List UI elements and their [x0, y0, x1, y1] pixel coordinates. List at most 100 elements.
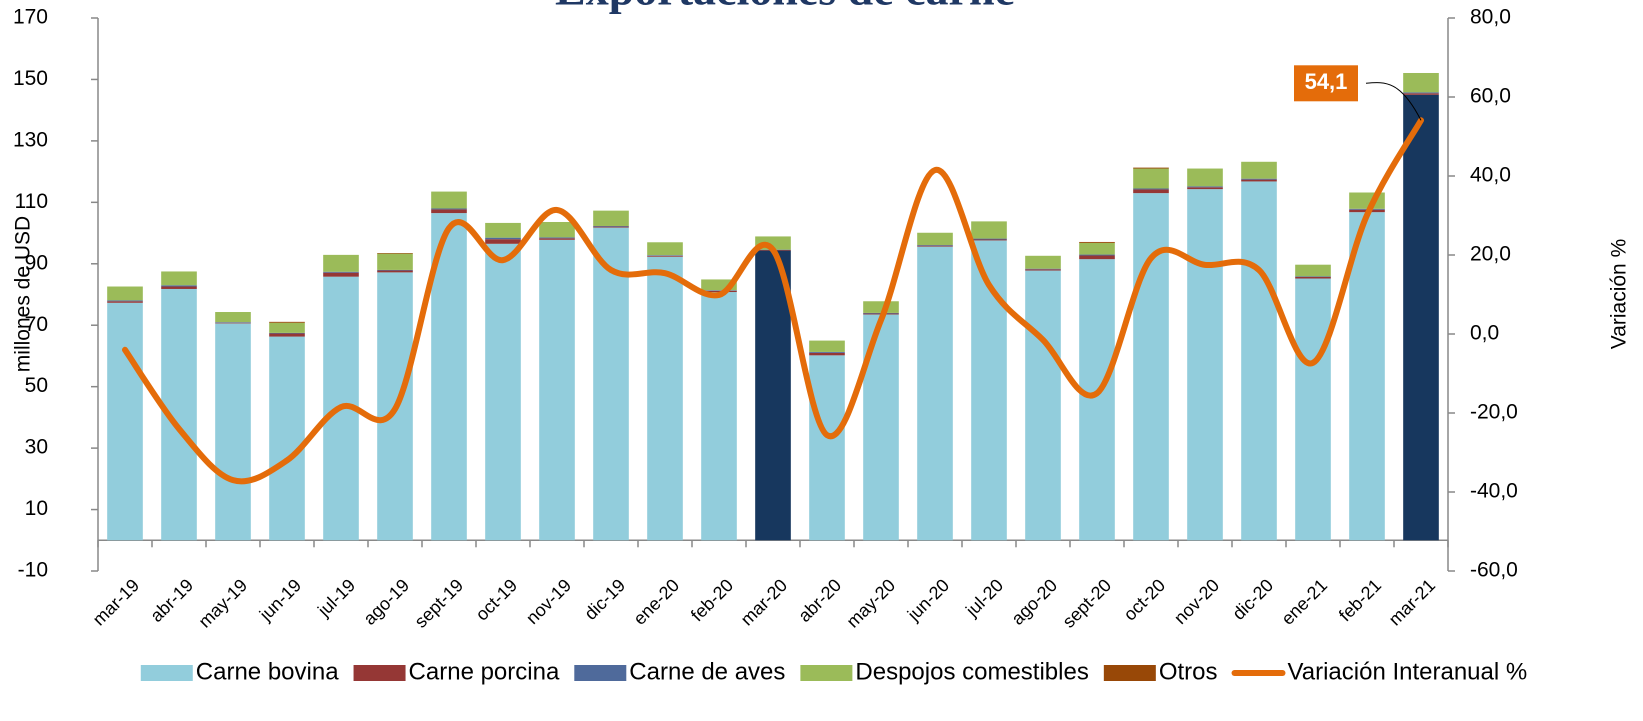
bar-segment [269, 336, 305, 541]
x-tick-label: dic-20 [1228, 575, 1277, 624]
bar-segment [377, 253, 413, 270]
bar-segment [1187, 187, 1223, 190]
bar-segment [1403, 72, 1439, 93]
bar-segment [377, 253, 413, 254]
x-tick-label: ene-21 [1277, 575, 1331, 629]
bar-segment [323, 272, 359, 277]
bar-segment [647, 255, 683, 256]
bar-segment [377, 269, 413, 271]
bar-segment [971, 239, 1007, 241]
bar-segment [1187, 168, 1223, 187]
legend-label: Variación Interanual % [1288, 658, 1528, 685]
x-tick-label: oct-20 [1120, 575, 1170, 625]
x-tick-label: nov-20 [1170, 575, 1223, 628]
bar-segment [1295, 264, 1331, 277]
x-tick-label: mar-20 [737, 575, 791, 629]
legend-label: Carne porcina [409, 658, 560, 685]
bar-segment [485, 243, 521, 541]
bar-segment [1241, 178, 1277, 180]
legend-swatch [1103, 665, 1156, 681]
bar-segment [1133, 189, 1169, 194]
x-tick-label: ago-20 [1007, 575, 1061, 629]
y2-axis-label: Variación % [1608, 239, 1631, 350]
y2-tick-label: 60,0 [1470, 85, 1511, 108]
bar-segment [269, 322, 305, 333]
bar-segment [1349, 212, 1385, 541]
annotation-leader [1365, 82, 1422, 121]
legend-label: Despojos comestibles [855, 658, 1088, 685]
bar-segment [431, 191, 467, 209]
y2-tick-label: -60,0 [1470, 559, 1518, 582]
legend-swatch [140, 665, 193, 681]
bar-segment [1025, 269, 1061, 271]
bar-segment [593, 227, 629, 541]
x-tick-label: jun-20 [903, 575, 953, 625]
bar-segment [647, 242, 683, 256]
bar-segment [701, 290, 737, 293]
legend-label: Otros [1159, 658, 1218, 685]
bar-segment [323, 254, 359, 272]
bar-segment [377, 270, 413, 273]
bar-segment [161, 286, 197, 289]
y2-tick-label: 80,0 [1470, 6, 1511, 29]
bar-segment [215, 322, 251, 324]
y2-tick-label: -20,0 [1470, 401, 1518, 424]
bar-segment [539, 239, 575, 541]
bar-segment [161, 271, 197, 286]
bar-segment [971, 238, 1007, 240]
bar-segment [809, 340, 845, 352]
bar-segment [485, 239, 521, 244]
x-tick-label: ago-19 [359, 575, 413, 629]
bar-segment [647, 255, 683, 257]
bar-segment [701, 292, 737, 541]
bar-segment [1187, 186, 1223, 188]
x-tick-label: abr-19 [146, 575, 197, 626]
bar-segment [107, 286, 143, 301]
bar-segment [1241, 181, 1277, 541]
x-tick-label: mar-19 [89, 575, 143, 629]
y2-tick-label: 40,0 [1470, 164, 1511, 187]
bar-segment [269, 332, 305, 334]
y-tick-label: 50 [25, 374, 48, 397]
x-tick-label: ene-20 [629, 575, 683, 629]
bar-segment [215, 323, 251, 541]
bar-segment [1133, 168, 1169, 189]
x-tick-label: sept-20 [1059, 575, 1116, 632]
x-tick-label: may-20 [843, 575, 900, 632]
x-tick-label: jul-19 [313, 575, 359, 621]
y-tick-label: 70 [25, 313, 48, 336]
bar-segment [1079, 259, 1115, 541]
bar-segment [1241, 161, 1277, 179]
y-tick-label: 110 [15, 190, 48, 213]
bar-segment [1241, 179, 1277, 182]
x-tick-label: abr-20 [794, 575, 845, 626]
bar-segment [539, 238, 575, 240]
bar-segment [809, 355, 845, 541]
bar-segment [1295, 278, 1331, 541]
legend-swatch [800, 665, 853, 681]
legend-label: Carne de aves [629, 658, 785, 685]
bar-segment [1079, 241, 1115, 243]
bar-segment [701, 290, 737, 291]
bar-segment [269, 333, 305, 337]
legend-swatch [574, 665, 627, 681]
bar-segment [593, 225, 629, 227]
x-tick-label: jul-20 [961, 575, 1007, 621]
bar-segment [1079, 242, 1115, 255]
y-tick-label: 170 [13, 6, 48, 29]
bar-segment [1133, 193, 1169, 541]
bar-segment [1403, 94, 1439, 541]
bar-segment [1079, 254, 1115, 256]
y2-tick-label: 20,0 [1470, 243, 1511, 266]
y-tick-label: 90 [25, 251, 48, 274]
bar-segment [323, 271, 359, 273]
bar-segment [701, 279, 737, 291]
x-tick-label: mar-21 [1385, 575, 1439, 629]
bar-segment [971, 221, 1007, 239]
y-tick-label: 10 [25, 497, 48, 520]
bar-segment [917, 246, 953, 541]
bar-segment [1025, 268, 1061, 270]
bar-segment [1133, 188, 1169, 190]
y-tick-label: -10 [18, 559, 48, 582]
